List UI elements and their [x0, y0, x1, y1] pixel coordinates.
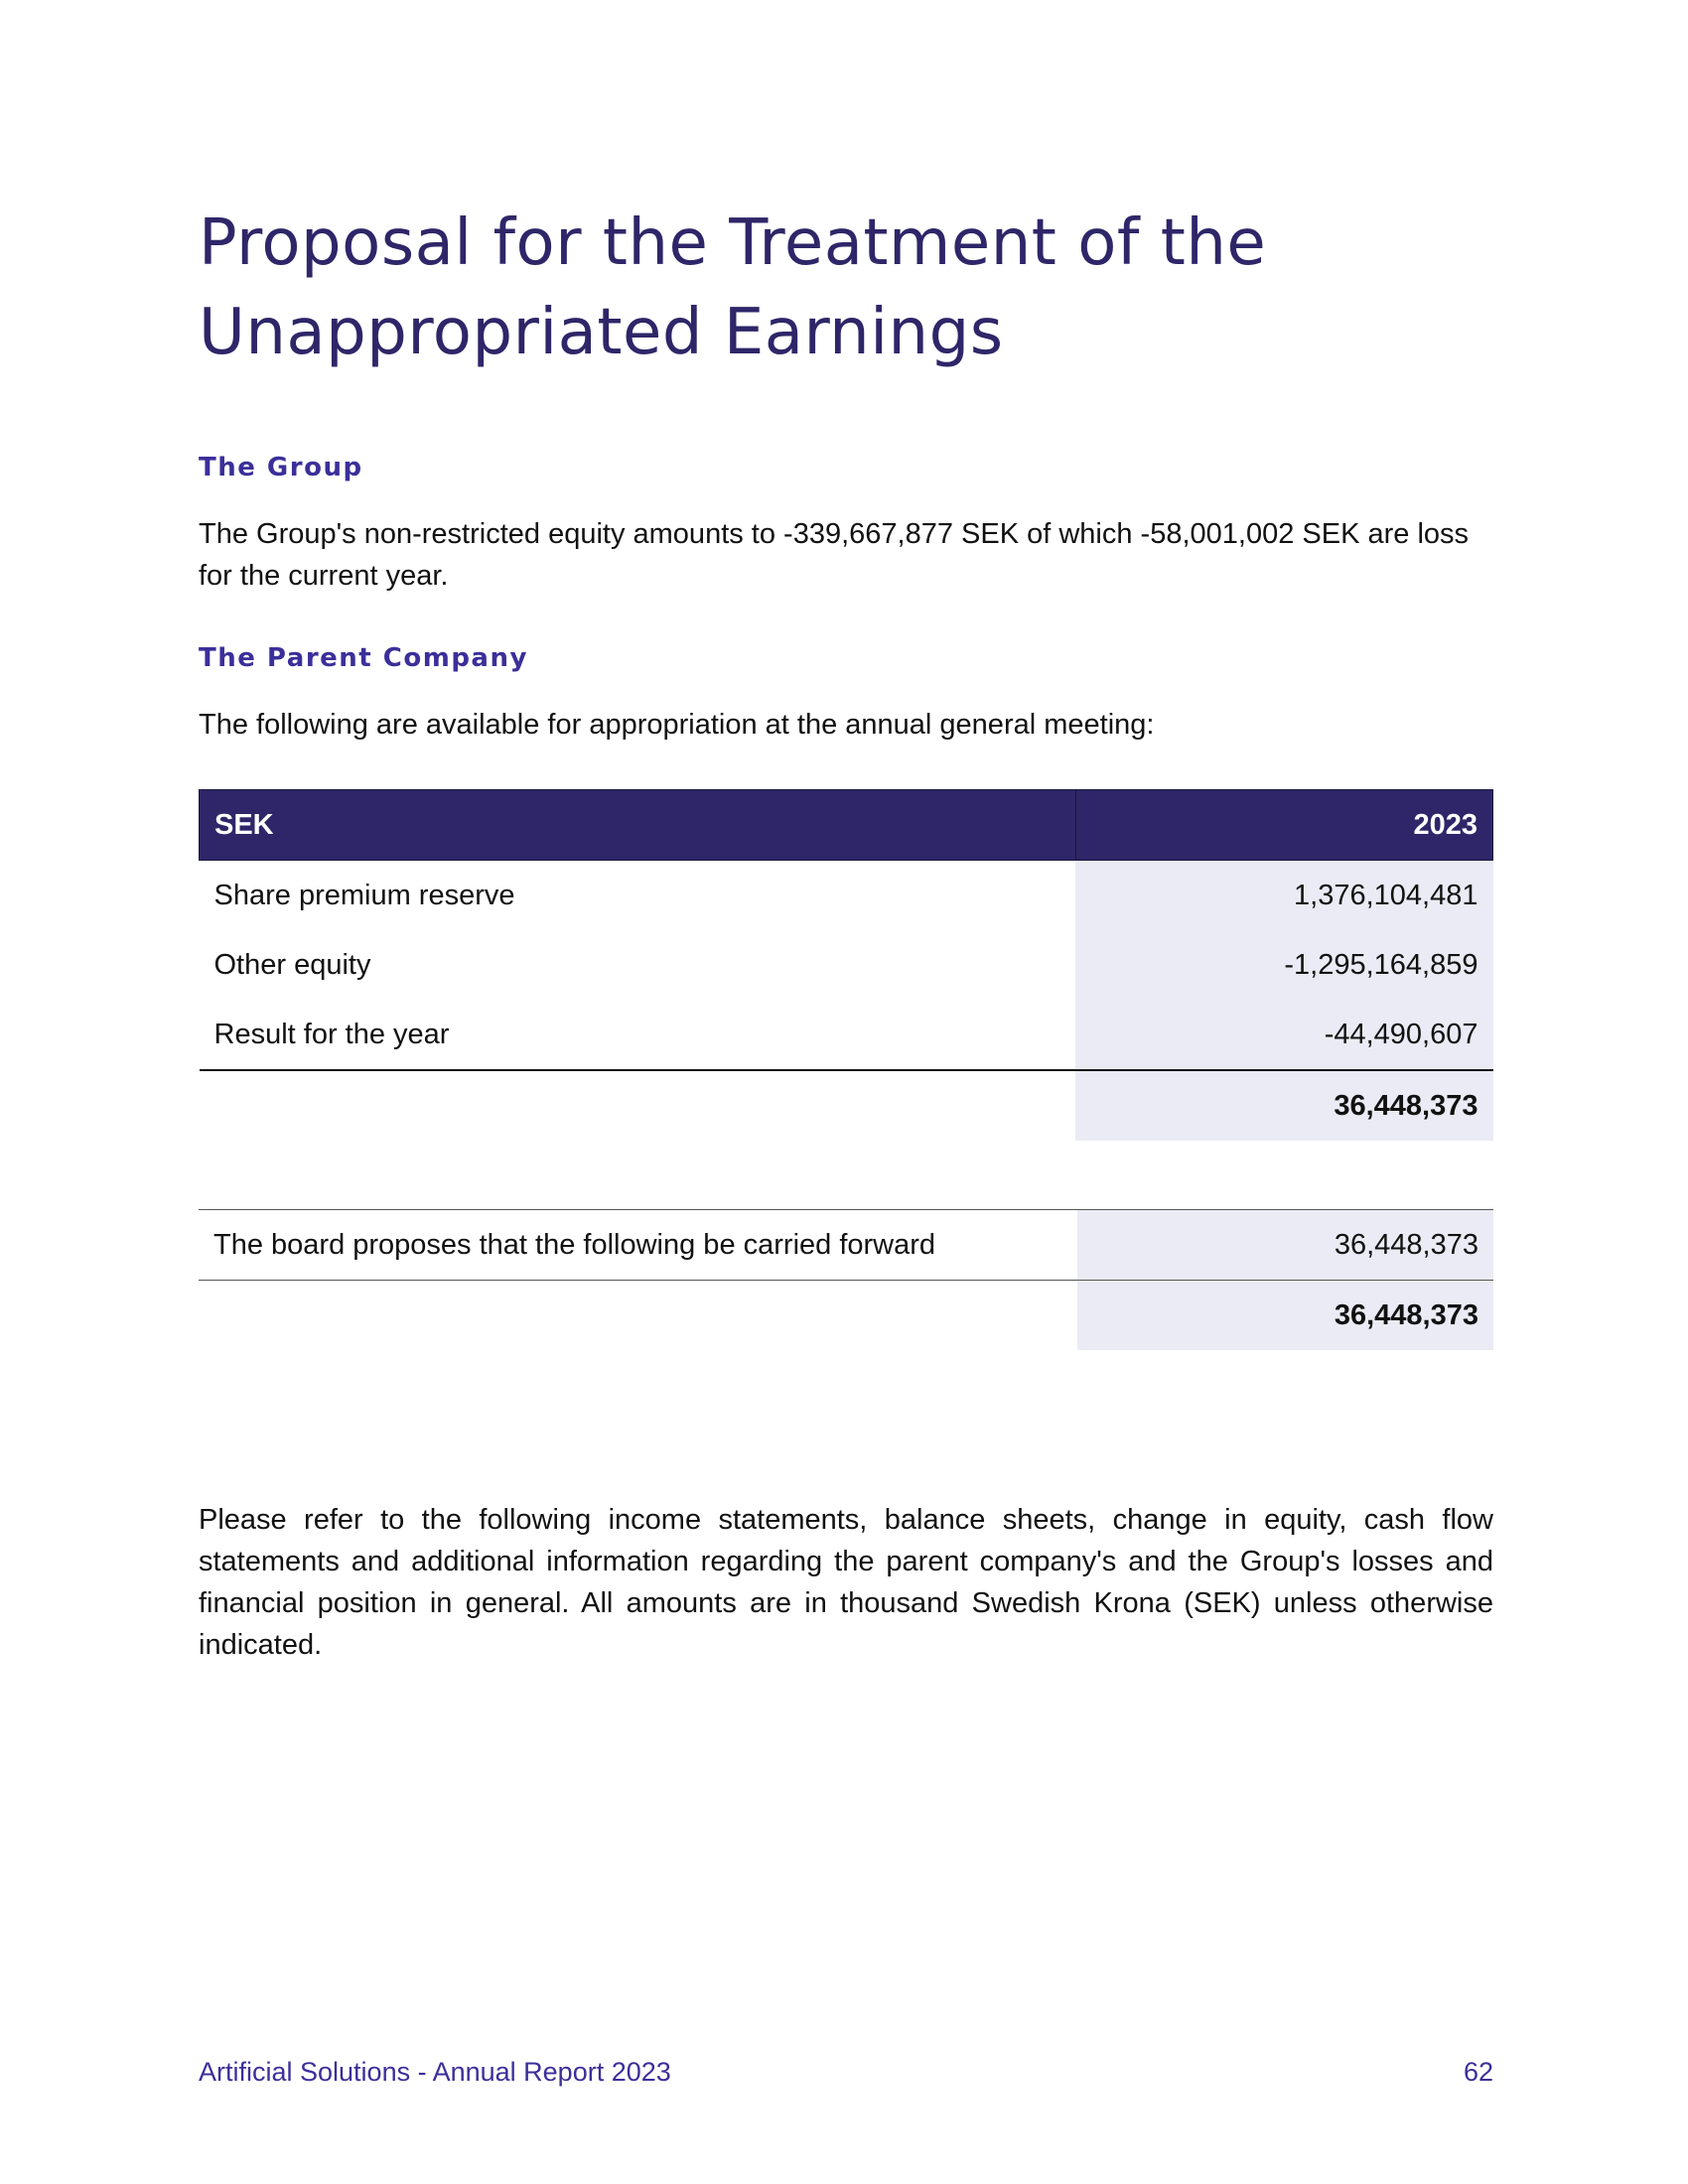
- parent-company-paragraph: The following are available for appropri…: [199, 709, 1155, 741]
- reference-paragraph: Please refer to the following income sta…: [199, 1504, 1493, 1661]
- table-row: The board proposes that the following be…: [199, 1209, 1493, 1281]
- header-year: 2023: [1074, 789, 1494, 861]
- page-title-line-1: Proposal for the Treatment of the: [199, 206, 1267, 280]
- row-value: -44,490,607: [1075, 1000, 1493, 1071]
- footer-report-title: Artificial Solutions - Annual Report 202…: [199, 2057, 671, 2087]
- row-value: 36,448,373: [1077, 1209, 1493, 1281]
- page-title-line-2: Unappropriated Earnings: [199, 296, 1004, 369]
- table-row: Share premium reserve 1,376,104,481: [200, 860, 1493, 930]
- appropriation-table: SEK 2023 Share premium reserve 1,376,104…: [199, 789, 1494, 1141]
- table-header-row: SEK 2023: [199, 789, 1494, 861]
- row-label: Other equity: [213, 948, 371, 981]
- table-total-row: 36,448,373: [199, 1280, 1493, 1350]
- total-value: 36,448,373: [1075, 1070, 1493, 1141]
- total-value: 36,448,373: [1077, 1280, 1493, 1350]
- row-label: The board proposes that the following be…: [199, 1209, 1078, 1281]
- header-currency: SEK: [199, 789, 1076, 861]
- table-total-row: 36,448,373: [199, 1070, 1493, 1141]
- table-row: Result for the year -44,490,607: [199, 1000, 1493, 1071]
- total-label-empty: [199, 1070, 1076, 1141]
- board-proposal-table: The board proposes that the following be…: [199, 1209, 1493, 1350]
- document-page: Proposal for the Treatment of the Unappr…: [199, 0, 1494, 2184]
- group-paragraph: The Group's non-restricted equity amount…: [199, 518, 1470, 592]
- footer-page-number: 62: [1463, 2057, 1493, 2087]
- parent-company-heading: The Parent Company: [199, 643, 528, 673]
- row-label: Share premium reserve: [213, 879, 515, 911]
- page-title: Proposal for the Treatment of the Unappr…: [199, 199, 1493, 377]
- group-heading: The Group: [199, 453, 363, 482]
- row-label: Result for the year: [199, 1000, 1076, 1071]
- row-value: -1,295,164,859: [1075, 930, 1493, 1000]
- row-value: 1,376,104,481: [1075, 860, 1493, 930]
- total-label-empty: [199, 1280, 1078, 1350]
- table-row: Other equity -1,295,164,859: [200, 930, 1493, 1000]
